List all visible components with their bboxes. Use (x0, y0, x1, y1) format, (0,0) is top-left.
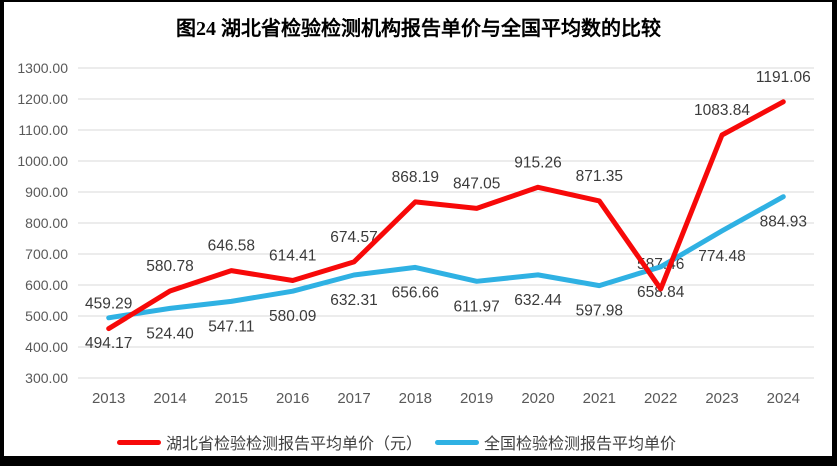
data-label: 674.57 (330, 229, 377, 246)
y-axis-label: 700.00 (25, 246, 68, 262)
data-label: 774.48 (698, 248, 745, 265)
y-axis-label: 300.00 (25, 370, 68, 386)
frame-border-bottom (0, 456, 837, 466)
legend-label: 全国检验检测报告平均单价 (484, 436, 677, 453)
data-label: 884.93 (760, 214, 807, 231)
data-label: 524.40 (146, 325, 194, 342)
data-label: 580.78 (146, 258, 193, 275)
data-label: 547.11 (208, 318, 254, 335)
y-axis-label: 1100.00 (18, 122, 68, 138)
x-axis-label: 2015 (215, 390, 248, 407)
data-label: 611.97 (454, 298, 500, 315)
y-axis-label: 1000.00 (17, 153, 68, 169)
x-axis-label: 2021 (583, 390, 616, 407)
y-axis-label: 600.00 (25, 277, 68, 293)
data-label: 1191.06 (756, 69, 811, 86)
frame-border-top (0, 0, 837, 2)
data-label: 614.41 (269, 248, 316, 265)
chart-title: 图24 湖北省检验检测机构报告单价与全国平均数的比较 (176, 18, 661, 40)
y-axis-label: 1300.00 (17, 60, 68, 76)
data-label: 632.44 (514, 292, 562, 309)
x-axis-label: 2019 (460, 390, 493, 407)
y-axis-label: 1200.00 (17, 91, 68, 107)
x-axis-label: 2014 (153, 390, 186, 407)
x-axis-label: 2020 (521, 390, 554, 407)
data-label: 580.09 (269, 308, 316, 325)
legend-swatch (116, 439, 161, 445)
legend-label: 湖北省检验检测报告平均单价（元） (165, 436, 422, 453)
x-axis-label: 2017 (337, 390, 370, 407)
data-label: 597.98 (576, 303, 623, 320)
data-label: 1083.84 (694, 102, 750, 119)
x-axis-label: 2018 (399, 390, 432, 407)
frame-border-right (832, 0, 837, 466)
data-label: 459.29 (85, 296, 132, 313)
data-label: 915.26 (514, 154, 561, 171)
frame-border-left (0, 0, 4, 466)
y-axis-label: 500.00 (25, 308, 68, 324)
data-label: 656.66 (392, 284, 439, 301)
legend-swatch (435, 439, 479, 445)
data-label: 871.35 (576, 168, 623, 185)
data-label: 632.31 (330, 292, 377, 309)
y-axis-label: 900.00 (25, 184, 68, 200)
y-axis-label: 800.00 (25, 215, 68, 231)
data-label: 494.17 (85, 335, 132, 352)
x-axis-label: 2022 (644, 390, 677, 407)
data-label: 847.05 (453, 175, 500, 192)
y-axis-label: 400.00 (25, 339, 68, 355)
legend-item: 湖北省检验检测报告平均单价（元） (116, 430, 422, 454)
data-label: 646.58 (208, 238, 255, 255)
x-axis-label: 2024 (767, 390, 800, 407)
data-label: 868.19 (392, 169, 439, 186)
legend-item: 全国检验检测报告平均单价 (435, 430, 676, 454)
x-axis-label: 2023 (705, 390, 738, 407)
x-axis-label: 2013 (92, 390, 125, 407)
data-label: 658.84 (637, 284, 685, 301)
series-line (106, 99, 786, 332)
x-axis-label: 2016 (276, 390, 309, 407)
chart-legend: 湖北省检验检测报告平均单价（元） 全国检验检测报告平均单价 (0, 430, 793, 454)
